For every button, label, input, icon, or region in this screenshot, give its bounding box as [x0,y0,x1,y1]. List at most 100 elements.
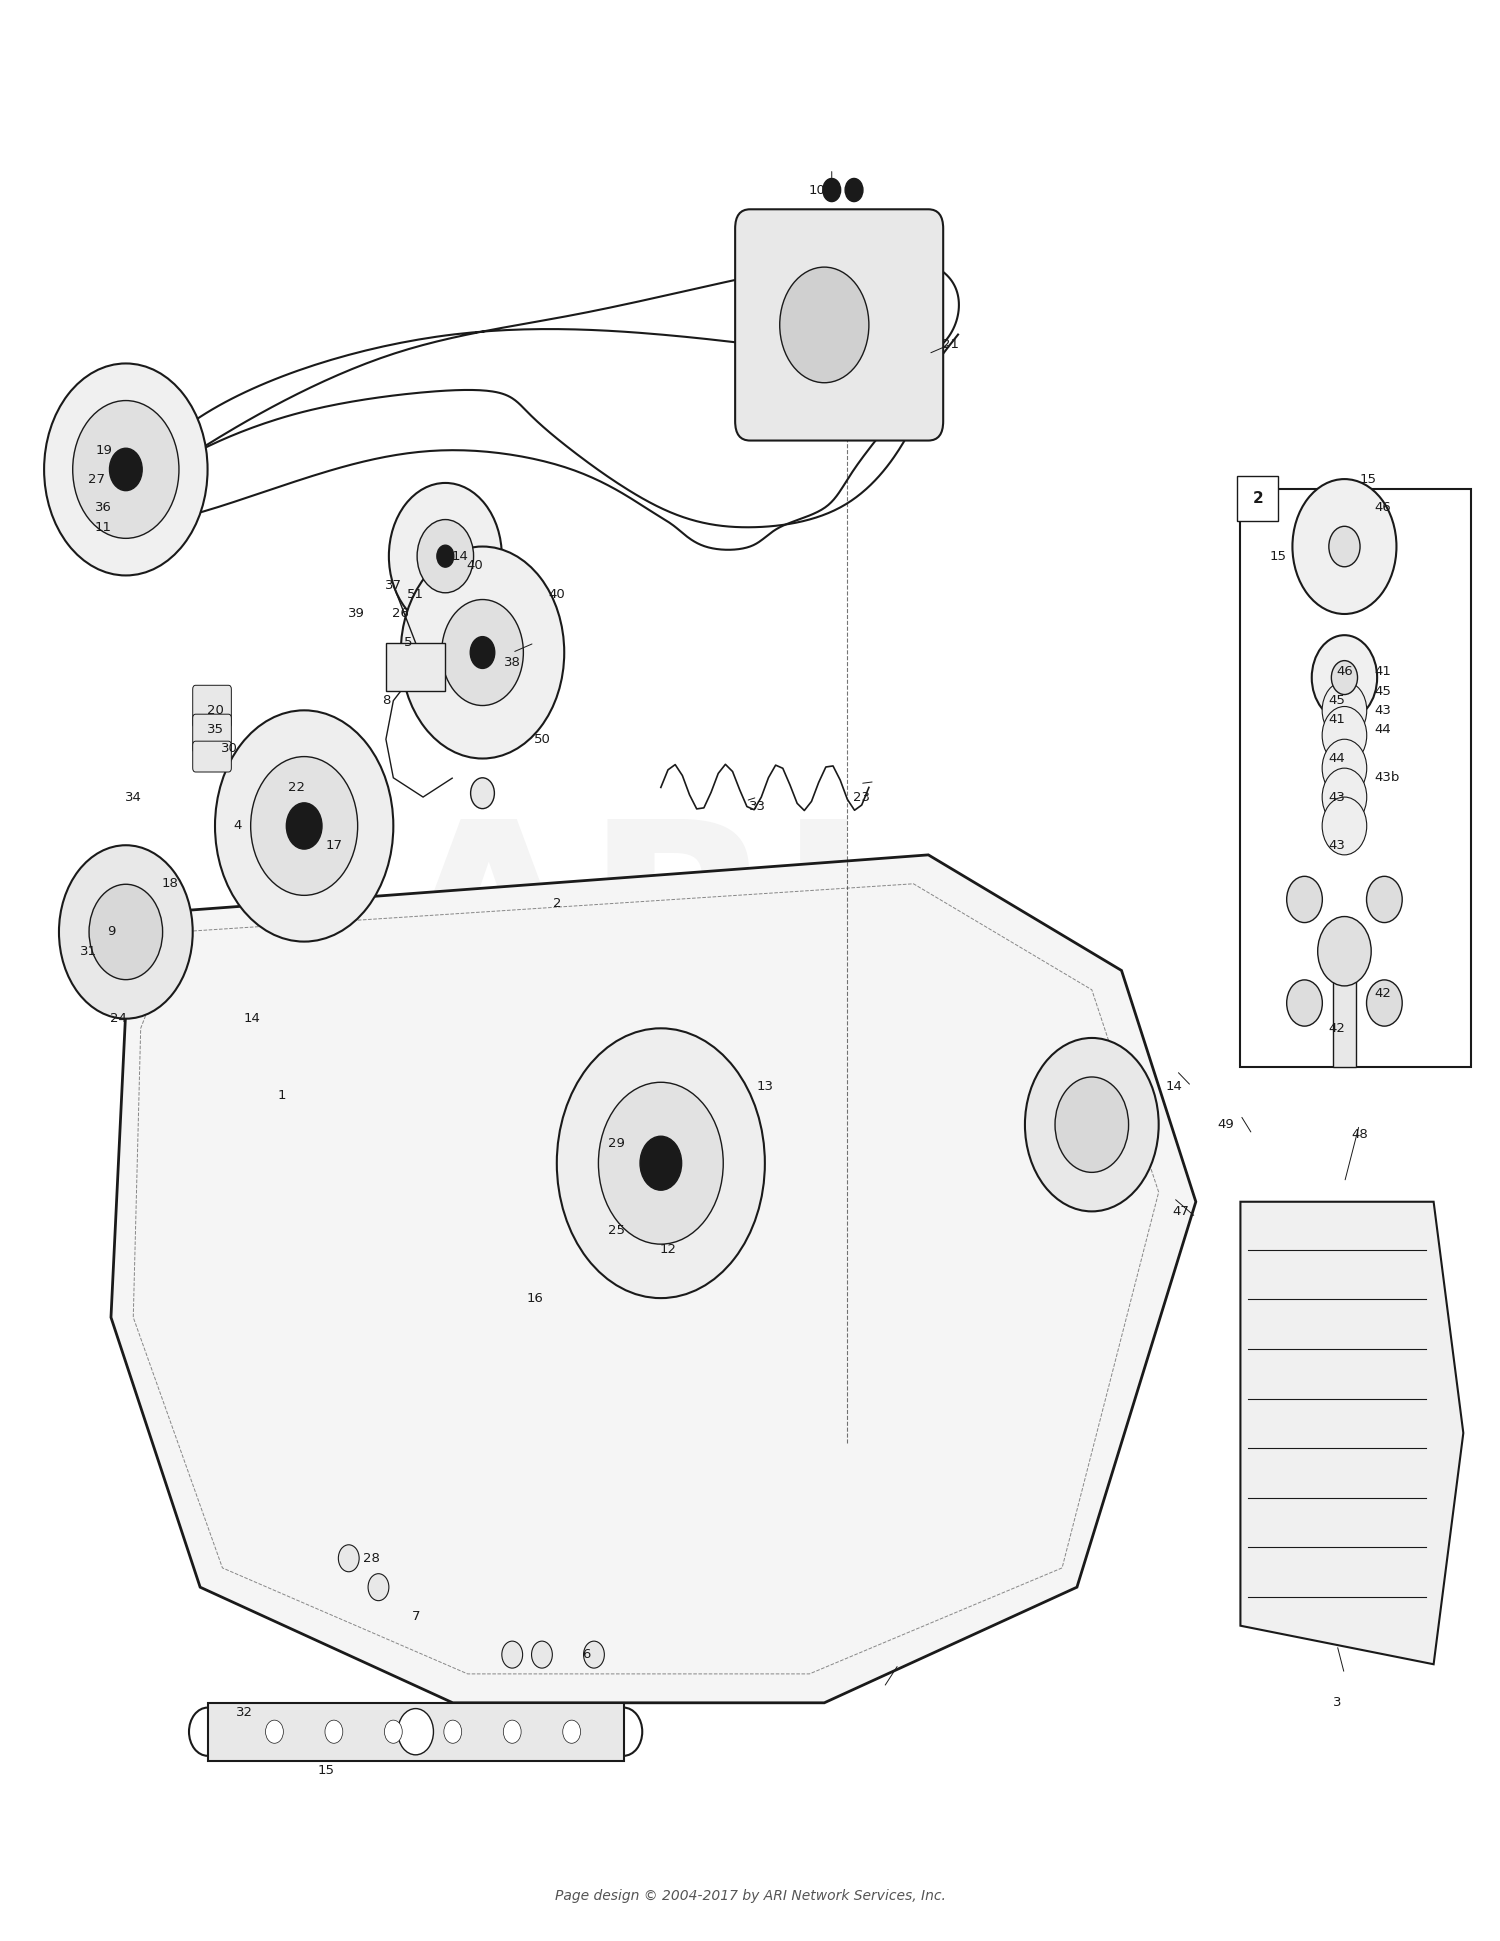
Text: 8: 8 [381,695,390,707]
Text: 37: 37 [386,578,402,592]
Circle shape [504,1720,520,1743]
Text: 43: 43 [1329,839,1346,852]
Circle shape [1322,769,1366,827]
Text: 50: 50 [534,734,550,745]
Text: 16: 16 [526,1291,543,1304]
Text: 11: 11 [94,520,112,534]
Text: 30: 30 [222,741,238,755]
Text: 35: 35 [207,724,224,736]
Text: 36: 36 [94,501,112,514]
Text: 10: 10 [808,184,825,196]
Text: 51: 51 [406,588,424,602]
Text: 41: 41 [1374,666,1390,677]
Text: 29: 29 [608,1137,624,1151]
Circle shape [562,1720,580,1743]
Text: 9: 9 [106,926,116,938]
FancyBboxPatch shape [386,642,446,691]
Circle shape [72,400,178,538]
Text: 23: 23 [853,790,870,804]
Text: 34: 34 [124,790,141,804]
FancyBboxPatch shape [735,210,944,441]
Text: 48: 48 [1352,1128,1368,1141]
Polygon shape [1240,1201,1464,1663]
Text: 19: 19 [94,444,112,456]
Circle shape [266,1720,284,1743]
Circle shape [110,448,142,491]
Circle shape [1293,479,1396,613]
Text: 3: 3 [1334,1696,1341,1710]
Bar [207,1702,624,1760]
Text: 41: 41 [1329,714,1346,726]
Text: 40: 40 [549,588,566,602]
Circle shape [436,545,454,567]
Circle shape [441,600,524,705]
Polygon shape [111,854,1196,1702]
Circle shape [584,1642,604,1667]
Circle shape [1332,660,1358,695]
Circle shape [1322,707,1366,765]
Text: 24: 24 [110,1011,128,1025]
Circle shape [214,710,393,941]
Text: 44: 44 [1329,751,1346,765]
Text: 20: 20 [207,705,224,716]
Text: 42: 42 [1329,1021,1346,1035]
Circle shape [417,520,474,592]
Circle shape [58,844,192,1019]
Text: 2: 2 [552,897,561,910]
Circle shape [44,363,207,575]
Circle shape [1054,1077,1128,1172]
Circle shape [326,1720,344,1743]
Text: 12: 12 [660,1244,676,1256]
Circle shape [1287,980,1323,1027]
FancyBboxPatch shape [192,741,231,773]
Text: 15: 15 [318,1764,334,1776]
Circle shape [1329,526,1360,567]
Text: 4: 4 [232,819,242,833]
Circle shape [384,1720,402,1743]
Text: 2: 2 [1252,491,1263,507]
Text: 6: 6 [582,1648,591,1661]
Text: 13: 13 [756,1079,774,1093]
Circle shape [780,268,868,382]
Circle shape [398,1708,433,1755]
Text: 31: 31 [80,945,98,957]
Text: 47: 47 [1173,1205,1190,1217]
FancyBboxPatch shape [1240,489,1472,1068]
Circle shape [824,179,840,202]
Circle shape [531,1642,552,1667]
Text: 25: 25 [608,1225,624,1236]
Circle shape [88,885,162,980]
Text: 14: 14 [1166,1079,1182,1093]
Text: 15: 15 [1359,472,1377,485]
Text: 45: 45 [1329,695,1346,707]
Text: 49: 49 [1216,1118,1234,1132]
Text: 7: 7 [411,1609,420,1623]
Circle shape [1322,740,1366,798]
Bar [1332,970,1356,1068]
Circle shape [444,1720,462,1743]
Text: 38: 38 [504,656,520,668]
Text: 40: 40 [466,559,483,573]
Text: 28: 28 [363,1551,380,1564]
Circle shape [1322,681,1366,740]
Text: 5: 5 [404,637,412,650]
Circle shape [388,483,502,629]
Text: 46: 46 [1374,501,1390,514]
Text: 17: 17 [326,839,342,852]
FancyBboxPatch shape [192,685,231,728]
Text: 39: 39 [348,608,364,621]
Circle shape [1322,798,1366,854]
Circle shape [503,1642,522,1667]
Text: 18: 18 [162,877,178,891]
Circle shape [368,1574,388,1601]
Text: 32: 32 [236,1706,254,1720]
Text: 15: 15 [1269,549,1286,563]
Circle shape [598,1083,723,1244]
Circle shape [1317,916,1371,986]
Circle shape [1287,875,1323,922]
Text: 26: 26 [393,608,410,621]
Text: 21: 21 [942,338,958,351]
Circle shape [844,179,862,202]
Text: ARI: ARI [392,811,870,1052]
Text: 43: 43 [1329,790,1346,804]
